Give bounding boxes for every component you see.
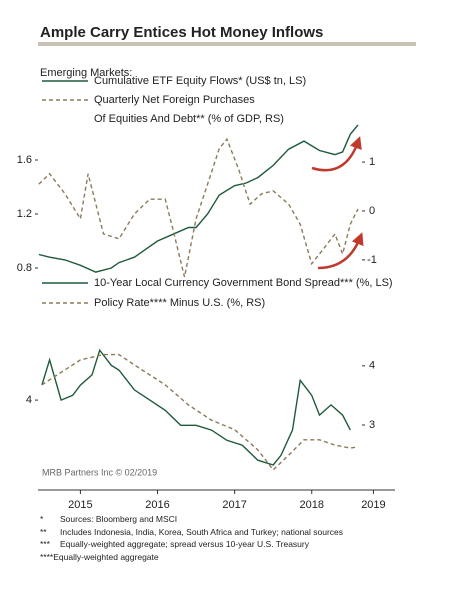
y-tick-label: 1.2 [17,208,32,220]
x-tick-label: 2016 [145,499,169,511]
arrow [311,136,362,172]
y-tick-label: 4 [26,394,32,406]
legend-label: Cumulative ETF Equity Flows* (US$ tn, LS… [94,74,307,87]
series-line [38,124,359,273]
legend-label: Policy Rate**** Minus U.S. (%, RS) [94,296,266,309]
series-line [41,348,351,466]
x-tick-label: 2018 [300,499,324,511]
footnote-mark: ** [40,526,47,537]
y2-tick-label: 0 [369,205,375,217]
footnote: ** Includes Indonesia, India, Korea, Sout… [40,527,343,537]
series-line [41,353,359,471]
chart-title: Ample Carry Entices Hot Money Inflows [40,24,323,41]
footnote-mark: **** [40,551,54,562]
footnote-text: Equally-weighted aggregate; spread versu… [60,539,309,549]
footnote-text: Equally-weighted aggregate [53,551,159,562]
source-note: MRB Partners Inc © 02/2019 [42,467,157,477]
x-tick-label: 2019 [361,499,385,511]
footnote-text: Sources: Bloomberg and MSCI [60,514,178,524]
footnote: * Sources: Bloomberg and MSCI [40,514,177,524]
footnote: ****Equally-weighted aggregate [40,552,159,562]
y-tick-label: 0.8 [17,262,32,274]
legend-label: 10-Year Local Currency Government Bond S… [94,276,393,289]
series-line [38,137,359,278]
arrow [317,232,364,270]
y2-tick-label: -1 [367,254,377,266]
legend-label: Quarterly Net Foreign Purchases Of Equit… [94,93,284,125]
y-tick-label: 1.6 [17,154,32,166]
footnote-text: Includes Indonesia, India, Korea, South … [60,526,344,537]
title-rule [38,42,416,46]
y2-tick-label: 1 [369,156,375,168]
legend-title: Emerging Markets: [40,67,133,79]
y2-tick-label: 4 [369,360,375,372]
x-tick-label: 2017 [222,499,246,511]
footnote-mark: * [40,514,44,524]
y2-tick-label: 3 [369,419,375,431]
footnote: *** Equally-weighted aggregate; spread ve… [40,539,309,549]
footnote-mark: *** [40,539,50,549]
x-tick-label: 2015 [68,499,92,511]
